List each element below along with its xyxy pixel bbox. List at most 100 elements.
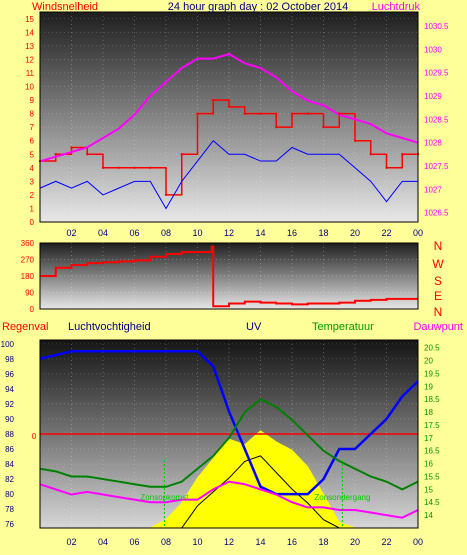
wind-speed-point: [180, 153, 183, 156]
temperature-y-tick-label: 15: [424, 485, 433, 494]
wind-y-tick-label: 8: [30, 110, 35, 119]
wind-y-tick-label: 4: [30, 164, 35, 173]
wind-speed-point: [133, 166, 136, 170]
wind-y-tick-label: 11: [26, 69, 35, 78]
x-tick-label-top: 08: [161, 228, 171, 238]
temperature-y-tick-label: 20.5: [424, 344, 440, 353]
temperature-y-tick-label: 20: [424, 357, 433, 366]
x-tick-label-bottom: 18: [318, 537, 328, 547]
temperature-y-tick-label: 19.5: [424, 369, 440, 378]
wind-speed-point: [86, 153, 89, 156]
pressure-y-tick-label: 1029: [424, 92, 442, 101]
temperature-y-tick-label: 16: [424, 460, 433, 469]
sunset-annotation: Zonsondergang: [314, 493, 370, 502]
wind-y-tick-label: 7: [30, 123, 35, 132]
wind-y-tick-label: 6: [30, 137, 35, 146]
x-tick-label-top: 00: [413, 228, 423, 238]
x-tick-label-top: 02: [66, 228, 76, 238]
humidity-y-tick-label: 86: [5, 445, 14, 454]
x-tick-label-top: 16: [287, 228, 297, 238]
pressure-y-tick-label: 1030.5: [424, 22, 449, 31]
rain-value: 0: [32, 432, 37, 441]
x-tick-label-bottom: 22: [381, 537, 391, 547]
wind-speed-point: [164, 193, 168, 197]
humidity-y-tick-label: 90: [5, 415, 14, 424]
x-tick-label-top: 04: [98, 228, 108, 238]
uv-label: UV: [246, 321, 262, 333]
dewpoint-line: [39, 480, 419, 519]
plot-border: [39, 11, 419, 223]
x-tick-label-top: 22: [381, 228, 391, 238]
x-tick-label-bottom: 08: [161, 537, 171, 547]
compass-north-bottom: N: [434, 305, 443, 319]
wind-direction-plot-area: [40, 243, 418, 309]
x-tick-label-bottom: 00: [413, 537, 423, 547]
direction-y-tick-label: 360: [21, 239, 35, 248]
compass-west: W: [432, 257, 444, 271]
pressure-y-tick-label: 1029.5: [424, 69, 449, 78]
temperature-y-tick-label: 14.5: [424, 498, 440, 507]
pressure-y-tick-label: 1030: [424, 45, 442, 54]
x-tick-label-top: 06: [129, 228, 139, 238]
compass-east: E: [434, 289, 442, 303]
temperature-y-tick-label: 19: [424, 382, 433, 391]
x-tick-label-bottom: 10: [192, 537, 202, 547]
temperature-label: Temperatuur: [312, 321, 374, 333]
wind-speed-point: [227, 105, 231, 109]
pressure-label: Luchtdruk: [372, 1, 421, 13]
humidity-y-tick-label: 92: [5, 400, 14, 409]
x-tick-label-top: 10: [192, 228, 202, 238]
direction-y-tick-label: 0: [30, 305, 35, 314]
wind-speed-point: [338, 112, 341, 115]
wind-speed-point: [70, 146, 73, 149]
wind-y-tick-label: 1: [30, 204, 35, 213]
wind-speed-point: [101, 166, 105, 170]
wind-speed-point: [290, 112, 294, 115]
direction-y-tick-label: 270: [21, 256, 35, 265]
wind-direction-line: [40, 245, 418, 308]
sunrise-annotation: Zonsopkomst: [140, 493, 189, 502]
x-tick-label-bottom: 20: [350, 537, 360, 547]
humidity-y-tick-label: 100: [1, 340, 15, 349]
pressure-line: [39, 52, 419, 163]
humidity-y-tick-label: 78: [5, 505, 14, 514]
x-tick-label-top: 20: [350, 228, 360, 238]
temperature-y-tick-label: 18.5: [424, 395, 440, 404]
x-tick-label-bottom: 02: [66, 537, 76, 547]
rain-label: Regenval: [2, 321, 48, 333]
x-tick-label-top: 14: [255, 228, 265, 238]
wind-speed-point: [54, 153, 57, 156]
x-tick-label-bottom: 14: [255, 537, 265, 547]
compass-north-top: N: [434, 239, 443, 253]
wind-speed-point: [259, 112, 262, 115]
wind-y-tick-label: 9: [30, 96, 35, 105]
dewpoint-label: Dauwpunt: [413, 321, 463, 333]
x-tick-label-bottom: 06: [129, 537, 139, 547]
wind-speed-point: [385, 166, 388, 170]
plot-border: [39, 242, 419, 310]
pressure-y-tick-label: 1026.5: [424, 209, 449, 218]
compass-south: S: [434, 274, 442, 288]
pressure-y-tick-label: 1027.5: [424, 162, 449, 171]
wind-y-tick-label: 12: [25, 55, 34, 64]
temperature-y-tick-label: 16.5: [424, 447, 440, 456]
humidity-y-tick-label: 76: [5, 520, 14, 529]
wind-y-tick-label: 2: [30, 191, 35, 200]
wind-speed-point: [322, 125, 325, 129]
wind-speed-point: [401, 153, 404, 156]
x-tick-label-bottom: 12: [224, 537, 234, 547]
pressure-y-tick-label: 1027: [424, 185, 442, 194]
humidity-label: Luchtvochtigheid: [68, 321, 151, 333]
wind-speed-point: [369, 153, 372, 156]
humidity-y-tick-label: 94: [5, 385, 14, 394]
humidity-y-tick-label: 98: [5, 355, 14, 364]
wind-speed-point: [212, 98, 215, 102]
wind-y-tick-label: 13: [25, 42, 34, 51]
x-tick-label-bottom: 16: [287, 537, 297, 547]
direction-y-tick-label: 90: [25, 289, 34, 298]
temperature-line: [39, 398, 419, 491]
temperature-y-tick-label: 17.5: [424, 421, 440, 430]
wind-speed-label: Windsnelheid: [32, 1, 98, 13]
pressure-y-tick-label: 1028: [424, 139, 442, 148]
